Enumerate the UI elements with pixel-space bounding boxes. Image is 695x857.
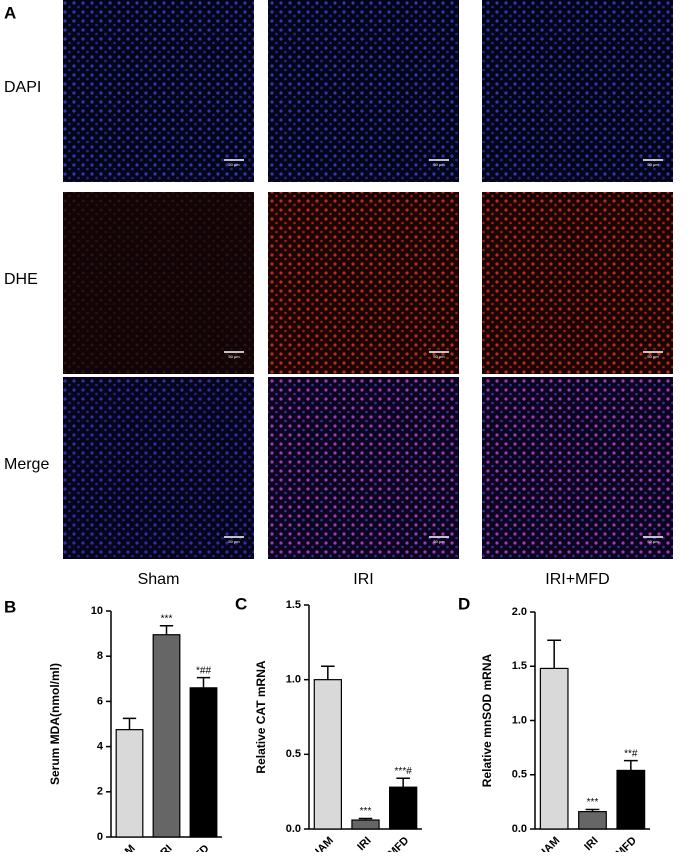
scale-bar-label: 50 μm <box>228 162 240 167</box>
y-tick-label: 10 <box>91 605 103 617</box>
y-tick-label: 1.5 <box>286 599 301 611</box>
error-bar <box>196 676 211 688</box>
y-axis-label: Serum MDA(nmol/ml) <box>48 663 62 785</box>
scale-bar-label: 50 μm <box>228 539 240 544</box>
error-bar <box>122 717 137 730</box>
x-tick-label: SHAM <box>106 843 137 852</box>
bar <box>152 634 181 838</box>
scale-bar-label: 50 μm <box>228 354 240 359</box>
y-tick-label: 2 <box>97 786 103 798</box>
y-tick-label: 0 <box>97 831 103 843</box>
significance: **# <box>624 748 638 759</box>
significance: *## <box>196 665 211 676</box>
bar <box>616 769 646 830</box>
x-tick-label: MFD <box>186 843 211 852</box>
panel-letter: A <box>4 3 16 22</box>
y-tick-label: 0.5 <box>512 769 527 781</box>
y-tick-label: 0.5 <box>286 748 301 760</box>
micrograph <box>268 192 459 374</box>
micrograph <box>63 0 254 182</box>
y-axis-label: Relative mnSOD mRNA <box>480 653 494 787</box>
micrograph <box>482 192 673 374</box>
bar <box>189 687 218 838</box>
scale-bar-label: 50 μm <box>433 354 445 359</box>
error-bar <box>547 639 562 669</box>
micrograph <box>482 0 673 182</box>
bar <box>115 729 144 838</box>
y-tick-label: 6 <box>97 695 103 707</box>
bar <box>389 786 418 830</box>
significance: *** <box>587 797 599 808</box>
bar <box>313 679 342 830</box>
x-tick-label: SHAM <box>305 835 336 852</box>
column-label: IRI+MFD <box>545 571 609 588</box>
bar <box>539 667 569 830</box>
x-tick-label: IRI+MFD <box>372 835 412 852</box>
significance: *** <box>360 806 372 817</box>
x-tick-label: IRI <box>156 843 174 852</box>
row-label: DAPI <box>4 79 41 96</box>
y-tick-label: 2.0 <box>512 606 527 618</box>
y-tick-label: 4 <box>97 741 104 753</box>
y-tick-label: 1.0 <box>286 674 301 686</box>
row-label: Merge <box>4 456 49 473</box>
scale-bar-label: 50 μm <box>647 539 659 544</box>
y-tick-label: 1.5 <box>512 660 527 672</box>
y-tick-label: 0.0 <box>512 823 527 835</box>
micrographs: 50 μm 50 μm 50 μm 50 μm 50 μm 50 μm 50 μm 50 μm… <box>63 0 673 559</box>
scale-bar-label: 50 μm <box>433 162 445 167</box>
error-bar <box>396 777 410 788</box>
micrograph <box>63 377 254 559</box>
error-bar <box>585 808 600 812</box>
row-label: DHE <box>4 271 38 288</box>
significance: *** <box>161 613 173 624</box>
x-tick-label: IRI+MFD <box>599 835 639 852</box>
micrograph <box>482 377 673 559</box>
micrograph <box>268 377 459 559</box>
micrograph <box>63 192 254 374</box>
panel-letter: C <box>235 594 247 613</box>
scale-bar-label: 50 μm <box>647 354 659 359</box>
y-tick-label: 8 <box>97 650 103 662</box>
bar <box>578 811 607 830</box>
error-bar <box>623 759 638 771</box>
panel-letter: D <box>458 594 470 613</box>
significance: ***# <box>395 766 413 777</box>
x-tick-label: SHAM <box>531 835 562 852</box>
error-bar <box>159 624 174 635</box>
column-label: IRI <box>353 571 373 588</box>
error-bar <box>358 817 373 821</box>
y-axis-label: Relative CAT mRNA <box>254 660 268 773</box>
y-tick-label: 0.0 <box>286 823 301 835</box>
x-tick-label: IRI <box>355 835 373 852</box>
x-tick-label: IRI <box>582 835 600 852</box>
y-tick-label: 1.0 <box>512 714 527 726</box>
error-bar <box>321 665 335 680</box>
scale-bar-label: 50 μm <box>647 162 659 167</box>
bar <box>351 819 380 830</box>
panel-letter: B <box>4 597 16 616</box>
column-label: Sham <box>138 571 180 588</box>
micrograph <box>268 0 459 182</box>
scale-bar-label: 50 μm <box>433 539 445 544</box>
